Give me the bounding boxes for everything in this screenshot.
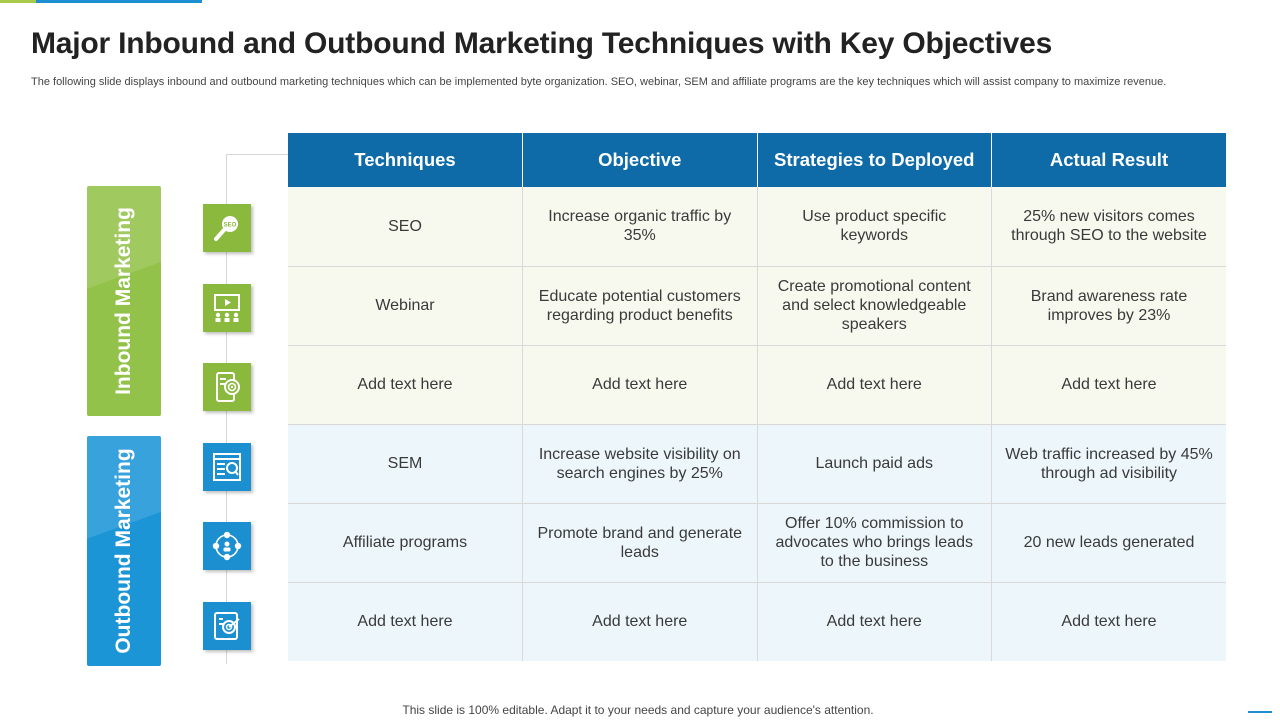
table-cell: Add text here xyxy=(757,582,992,661)
outbound-marketing-band: Outbound Marketing xyxy=(87,436,161,666)
webinar-presentation-icon xyxy=(203,284,251,332)
table-cell: Add text here xyxy=(522,345,758,425)
seo-magnifier-icon: SEO xyxy=(203,204,251,252)
header-objective: Objective xyxy=(522,133,758,187)
table-cell: Affiliate programs xyxy=(288,503,523,583)
table-cell: Brand awareness rate improves by 23% xyxy=(991,266,1226,346)
table-cell: SEM xyxy=(288,424,523,504)
table-row: Add text here Add text here Add text her… xyxy=(288,582,1226,661)
bottom-accent-bar xyxy=(1248,711,1272,713)
table-cell: Add text here xyxy=(522,582,758,661)
table-cell: Use product specific keywords xyxy=(757,187,992,267)
table-cell: Educate potential customers regarding pr… xyxy=(522,266,758,346)
table-cell: 25% new visitors comes through SEO to th… xyxy=(991,187,1226,267)
table-cell: Increase website visibility on search en… xyxy=(522,424,758,504)
table-cell: 20 new leads generated xyxy=(991,503,1226,583)
affiliate-network-icon xyxy=(203,522,251,570)
inbound-marketing-band: Inbound Marketing xyxy=(87,186,161,416)
connector-line-horizontal xyxy=(226,154,288,155)
table-cell: Webinar xyxy=(288,266,523,346)
table-cell: Web traffic increased by 45% through ad … xyxy=(991,424,1226,504)
table-cell: Add text here xyxy=(991,582,1226,661)
top-accent-blue-bar xyxy=(36,0,202,3)
sem-browser-search-icon xyxy=(203,443,251,491)
header-strategies: Strategies to Deployed xyxy=(757,133,992,187)
marketing-techniques-table: Techniques Objective Strategies to Deplo… xyxy=(288,133,1226,661)
table-cell: Add text here xyxy=(757,345,992,425)
svg-text:SEO: SEO xyxy=(224,223,237,229)
slide-title: Major Inbound and Outbound Marketing Tec… xyxy=(31,27,1053,60)
table-row: Webinar Educate potential customers rega… xyxy=(288,266,1226,346)
table-row: SEO Increase organic traffic by 35% Use … xyxy=(288,187,1226,267)
mobile-target-icon xyxy=(203,363,251,411)
table-cell: Promote brand and generate leads xyxy=(522,503,758,583)
table-cell: Create promotional content and select kn… xyxy=(757,266,992,346)
slide-footer: This slide is 100% editable. Adapt it to… xyxy=(0,703,1280,717)
table-cell: SEO xyxy=(288,187,523,267)
table-row: Add text here Add text here Add text her… xyxy=(288,345,1226,425)
tablet-target-icon xyxy=(203,602,251,650)
header-techniques: Techniques xyxy=(288,133,523,187)
table-cell: Launch paid ads xyxy=(757,424,992,504)
outbound-marketing-label: Outbound Marketing xyxy=(112,448,135,654)
inbound-marketing-label: Inbound Marketing xyxy=(112,207,135,395)
table-cell: Add text here xyxy=(288,582,523,661)
table-row: SEM Increase website visibility on searc… xyxy=(288,424,1226,504)
header-actual-result: Actual Result xyxy=(991,133,1226,187)
table-header-row: Techniques Objective Strategies to Deplo… xyxy=(288,133,1226,187)
table-cell: Add text here xyxy=(991,345,1226,425)
top-accent-green-bar xyxy=(0,0,36,3)
slide-subtitle: The following slide displays inbound and… xyxy=(31,76,1167,88)
table-cell: Offer 10% commission to advocates who br… xyxy=(757,503,992,583)
table-row: Affiliate programs Promote brand and gen… xyxy=(288,503,1226,583)
table-cell: Increase organic traffic by 35% xyxy=(522,187,758,267)
footer-text: This slide is 100% editable. Adapt it to… xyxy=(402,703,874,717)
table-cell: Add text here xyxy=(288,345,523,425)
